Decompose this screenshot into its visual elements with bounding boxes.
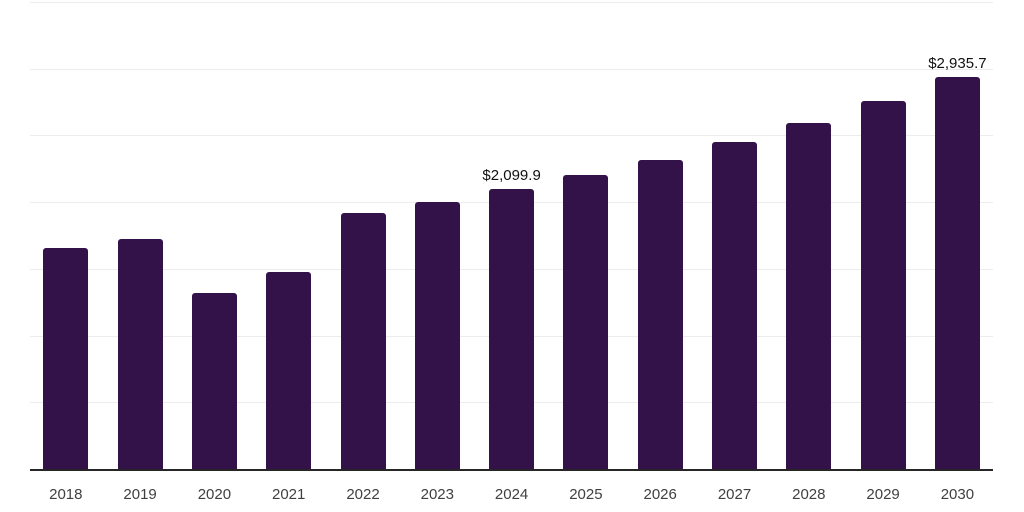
- gridline-3500: [30, 2, 993, 3]
- bar-2025[interactable]: [563, 174, 609, 469]
- bar-2029[interactable]: [860, 101, 906, 469]
- bar-2019[interactable]: [117, 239, 163, 469]
- x-tick-label-2023: 2023: [420, 486, 454, 503]
- x-tick-label-2020: 2020: [197, 486, 232, 503]
- bar-2018[interactable]: [43, 247, 89, 469]
- x-tick-label-2019: 2019: [123, 486, 157, 503]
- x-tick-label-2027: 2027: [717, 486, 752, 503]
- x-tick-label-2030: 2030: [940, 486, 975, 503]
- bar-2023[interactable]: [414, 201, 460, 469]
- data-label-2030: $2,935.7: [928, 55, 987, 73]
- bar-2026[interactable]: [637, 159, 683, 469]
- x-axis-line: [30, 469, 993, 471]
- x-tick-label-2025: 2025: [569, 486, 603, 503]
- data-label-2024: $2,099.9: [482, 166, 541, 184]
- x-tick-label-2028: 2028: [792, 486, 826, 503]
- x-tick-label-2022: 2022: [346, 486, 380, 503]
- bar-2030[interactable]: [934, 77, 980, 469]
- bar-2024[interactable]: [489, 188, 535, 469]
- x-tick-label-2018: 2018: [49, 486, 83, 503]
- gridline-3000: [30, 68, 993, 70]
- x-tick-label-2026: 2026: [643, 486, 677, 503]
- x-tick-label-2029: 2029: [866, 486, 900, 503]
- bar-2021[interactable]: [266, 272, 312, 469]
- bar-2027[interactable]: [712, 141, 757, 469]
- bar-2022[interactable]: [340, 212, 386, 469]
- bar-2020[interactable]: [191, 293, 237, 469]
- gridline-2500: [30, 135, 993, 137]
- x-tick-label-2021: 2021: [272, 486, 306, 503]
- bar-2028[interactable]: [786, 123, 832, 469]
- x-tick-label-2024: 2024: [494, 486, 529, 503]
